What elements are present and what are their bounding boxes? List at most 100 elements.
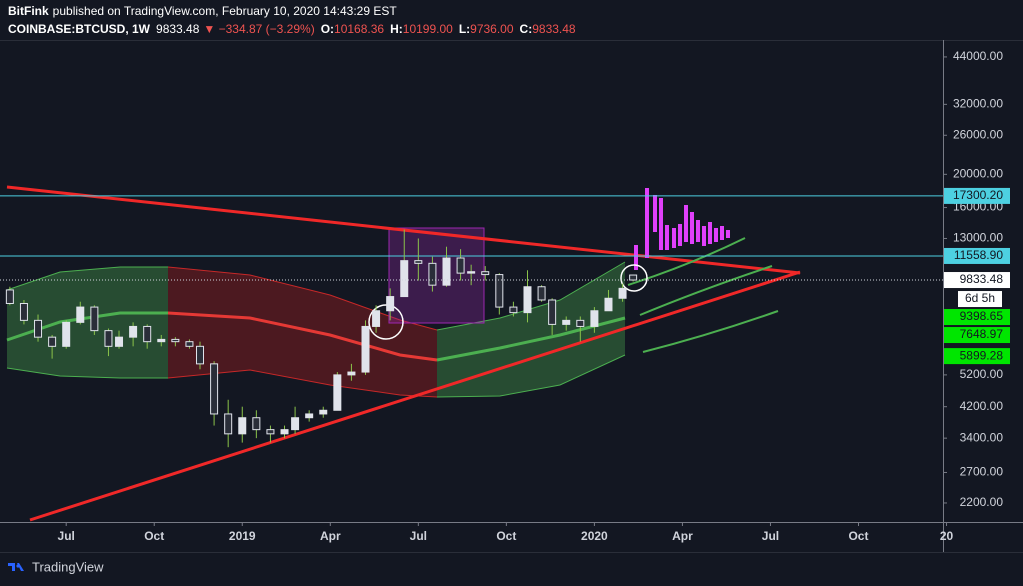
candle-body: [590, 310, 599, 327]
candle-body: [414, 260, 423, 264]
price-label: 11558.90: [954, 248, 1003, 262]
band-mid: [167, 311, 438, 362]
y-tick-label: 32000.00: [953, 97, 1003, 111]
countdown: 6d 5h: [965, 291, 995, 305]
header-line: BitFink published on TradingView.com, Feb…: [8, 4, 397, 18]
candle-body: [143, 325, 152, 343]
highlight-circle: [368, 304, 404, 340]
candle-body: [347, 371, 356, 376]
band-lower: [6, 367, 168, 379]
candle-body: [129, 325, 138, 338]
footer-logo: [8, 563, 24, 571]
published: published on TradingView.com, February 1…: [53, 4, 398, 18]
candle-body: [442, 257, 451, 286]
candle-body: [537, 286, 546, 301]
last-price-label: 9833.48: [960, 272, 1004, 286]
candle-body: [104, 330, 113, 347]
ohlc-value: 9736.00: [470, 22, 514, 36]
x-tick-label: 2020: [581, 529, 608, 543]
x-tick-label: Oct: [848, 529, 868, 543]
ohlc-key: H:: [390, 22, 403, 36]
candle-body: [115, 336, 124, 347]
candle-body: [252, 417, 261, 431]
price-label-box: [944, 247, 1010, 264]
candle-body: [386, 296, 395, 312]
ohlc-value: 10168.36: [334, 22, 384, 36]
y-tick-label: 13000.00: [953, 231, 1003, 245]
band-label-box: [944, 348, 1010, 365]
band-upper: [6, 266, 168, 291]
candle-body: [509, 306, 518, 314]
y-tick-label: 5200.00: [960, 367, 1004, 381]
countdown-box: [958, 291, 1002, 308]
x-tick-label: Apr: [320, 529, 341, 543]
y-tick-label: 2200.00: [960, 495, 1004, 509]
candle-body: [171, 338, 180, 343]
band-label-box: [944, 327, 1010, 344]
candle-body: [224, 413, 233, 435]
candle-body: [62, 321, 71, 347]
x-tick-label: Jul: [58, 529, 75, 543]
band-label: 5899.28: [960, 348, 1004, 362]
projection-band: [627, 237, 779, 353]
candle-body: [19, 302, 28, 321]
x-tick-label: Oct: [144, 529, 164, 543]
last: 9833.48: [156, 22, 200, 36]
y-tick-label: 20000.00: [953, 166, 1003, 180]
price-label: 17300.20: [953, 188, 1003, 202]
price-label-box: [944, 187, 1010, 204]
candle-body: [266, 429, 275, 435]
band-label: 7648.97: [960, 327, 1004, 341]
candle-body: [291, 417, 300, 431]
candle-body: [305, 413, 314, 419]
change: ▼ −334.87 (−3.29%): [203, 22, 314, 36]
candle-body: [372, 310, 381, 327]
candle-body: [34, 319, 43, 338]
band-mid: [6, 311, 168, 342]
candle-body: [280, 429, 289, 435]
band-label: 9398.65: [960, 309, 1004, 323]
symbol-line: COINBASE:BTCUSD, 1W 9833.48 ▼ −334.87 (−3.…: [8, 22, 576, 36]
y-tick-label: 26000.00: [953, 127, 1003, 141]
candle-body: [185, 341, 194, 347]
candle-body: [157, 338, 166, 343]
candle-body: [495, 274, 504, 308]
projection: [634, 188, 730, 270]
candle-body: [604, 297, 613, 312]
band-fill: [437, 262, 625, 397]
trend-line: [6, 185, 801, 275]
candle-body: [562, 319, 571, 325]
band-lower: [436, 354, 626, 398]
candle-body: [210, 363, 219, 415]
candle-body: [76, 306, 85, 323]
candle-body: [48, 336, 57, 347]
x-tick-label: Jul: [762, 529, 779, 543]
candle-body: [548, 299, 557, 325]
candle-body: [618, 287, 627, 299]
ohlc-key: C:: [520, 22, 533, 36]
x-tick-label: Apr: [672, 529, 693, 543]
candle-body: [400, 260, 409, 298]
candle-body: [467, 271, 476, 274]
candle-body: [629, 274, 638, 281]
y-tick-label: 3400.00: [960, 430, 1004, 444]
candle-body: [5, 289, 14, 304]
candle-body: [576, 319, 585, 327]
candle-body: [319, 409, 328, 415]
trend-line: [29, 270, 801, 522]
ohlc-key: O:: [321, 22, 334, 36]
candle-body: [238, 417, 247, 435]
ohlc-key: L:: [459, 22, 470, 36]
candle-body: [456, 257, 465, 274]
highlight-circle: [620, 264, 648, 292]
publisher: BitFink: [8, 4, 49, 18]
x-tick-label: 20: [940, 529, 954, 543]
candle-body: [523, 286, 532, 314]
ohlc-value: 9833.48: [532, 22, 576, 36]
candle-body: [333, 374, 342, 411]
ohlc-value: 10199.00: [403, 22, 453, 36]
candle-body: [361, 325, 370, 373]
y-tick-label: 2700.00: [960, 465, 1004, 479]
